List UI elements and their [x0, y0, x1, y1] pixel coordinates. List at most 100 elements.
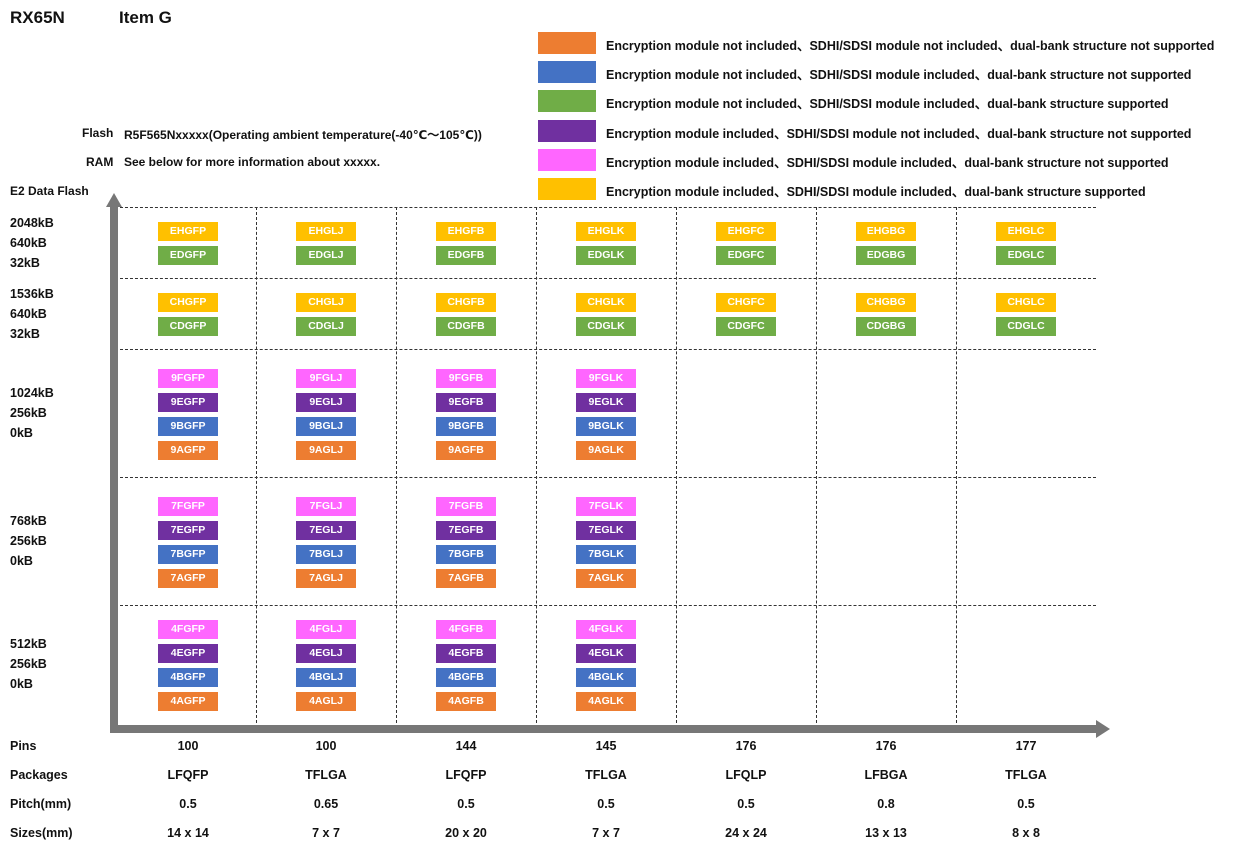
- part-chip: CDGFB: [436, 317, 496, 336]
- memory-label-group: 768kB 256kB 0kB: [10, 511, 47, 571]
- part-chip: 7FGFB: [436, 496, 496, 516]
- pitch-value: 0.8: [877, 797, 895, 811]
- part-chip: 9FGLK: [576, 368, 636, 388]
- x-axis-line: [110, 725, 1098, 733]
- pitch-value: 0.5: [179, 797, 197, 811]
- part-chip: CDGFP: [158, 317, 218, 336]
- legend-swatch: [538, 90, 596, 113]
- ram-text: See below for more information about xxx…: [124, 155, 381, 169]
- part-chip: 9EGFP: [158, 392, 218, 412]
- memory-value: 640kB: [10, 235, 47, 250]
- memory-value: 256kB: [10, 534, 47, 548]
- memory-label-group: 1536kB 640kB 32kB: [10, 284, 54, 344]
- part-chip: 7AGLJ: [296, 568, 356, 588]
- part-chip: 9EGLK: [576, 392, 636, 412]
- part-chip: 4BGFB: [436, 667, 496, 687]
- part-chip: 4AGFP: [158, 691, 218, 711]
- part-chip: EHGFC: [716, 222, 776, 241]
- legend-text: Encryption module included、SDHI/SDSI mod…: [606, 126, 1192, 141]
- size-value: 7 x 7: [312, 826, 340, 840]
- item-title: Item G: [119, 8, 172, 27]
- package-value: TFLGA: [1005, 768, 1047, 782]
- sizes-label: Sizes(mm): [10, 826, 73, 840]
- memory-value: 640kB: [10, 306, 47, 321]
- part-chip: 7AGFP: [158, 568, 218, 588]
- memory-value: 1536kB: [10, 286, 54, 301]
- part-chip: CDGFC: [716, 317, 776, 336]
- part-chip: CHGBG: [856, 293, 916, 312]
- part-chip: 7BGFB: [436, 544, 496, 564]
- part-chip: 7AGFB: [436, 568, 496, 588]
- part-chip: EHGFP: [158, 222, 218, 241]
- part-chip: 9EGFB: [436, 392, 496, 412]
- legend-text: Encryption module not included、SDHI/SDSI…: [606, 97, 1169, 112]
- pins-value: 176: [735, 739, 757, 753]
- memory-label-group: 1024kB 256kB 0kB: [10, 383, 54, 443]
- grid-row-line: [120, 278, 1096, 279]
- memory-value: 256kB: [10, 406, 47, 420]
- part-chip: 7EGLK: [576, 520, 636, 540]
- pins-label: Pins: [10, 739, 37, 753]
- grid-col-line: [256, 207, 257, 723]
- device-title: RX65N: [10, 8, 65, 27]
- packages-label: Packages: [10, 768, 68, 782]
- part-chip: CHGFC: [716, 293, 776, 312]
- part-chip: EDGLK: [576, 246, 636, 265]
- part-chip: 4EGLJ: [296, 643, 356, 663]
- part-chip: 4EGLK: [576, 643, 636, 663]
- memory-value: 0kB: [10, 554, 33, 568]
- part-chip: 9BGLJ: [296, 416, 356, 436]
- part-chip: EDGBG: [856, 246, 916, 265]
- legend-swatch: [538, 61, 596, 84]
- part-chip: 9BGFP: [158, 416, 218, 436]
- pins-value: 100: [315, 739, 337, 753]
- part-chip: CHGFP: [158, 293, 218, 312]
- legend-text: Encryption module included、SDHI/SDSI mod…: [606, 185, 1146, 199]
- grid-row-line: [120, 207, 1096, 208]
- pins-value: 100: [177, 739, 199, 753]
- x-axis-arrow: [1096, 720, 1110, 738]
- memory-label-group: 2048kB 640kB 32kB: [10, 213, 54, 273]
- part-chip: 4AGLK: [576, 691, 636, 711]
- memory-value: 768kB: [10, 514, 47, 528]
- part-chip: EDGFP: [158, 246, 218, 265]
- part-chip: 9BGFB: [436, 416, 496, 436]
- part-chip: 9AGFP: [158, 440, 218, 460]
- size-value: 13 x 13: [865, 826, 907, 840]
- part-chip: EHGFB: [436, 222, 496, 241]
- memory-value: 2048kB: [10, 215, 54, 230]
- part-chip: CHGFB: [436, 293, 496, 312]
- legend-text: Encryption module included、SDHI/SDSI mod…: [606, 155, 1169, 170]
- part-chip: CDGLJ: [296, 317, 356, 336]
- size-value: 8 x 8: [1012, 826, 1040, 840]
- grid-row-line: [120, 349, 1096, 350]
- package-value: LFBGA: [864, 768, 908, 782]
- part-chip: 4FGLJ: [296, 619, 356, 639]
- part-chip: 7EGLJ: [296, 520, 356, 540]
- part-chip: 9AGLK: [576, 440, 636, 460]
- grid-col-line: [816, 207, 817, 723]
- pitch-value: 0.5: [457, 797, 475, 811]
- part-chip: 4BGLJ: [296, 667, 356, 687]
- memory-value: 512kB: [10, 637, 47, 651]
- legend-text: Encryption module not included、SDHI/SDSI…: [606, 68, 1192, 83]
- part-chip: 4AGLJ: [296, 691, 356, 711]
- part-chip: 7EGFB: [436, 520, 496, 540]
- part-chip: 4AGFB: [436, 691, 496, 711]
- grid-col-line: [676, 207, 677, 723]
- grid-col-line: [956, 207, 957, 723]
- part-chip: CDGLC: [996, 317, 1056, 336]
- part-chip: EDGFB: [436, 246, 496, 265]
- package-value: TFLGA: [305, 768, 347, 782]
- part-chip: 4EGFP: [158, 643, 218, 663]
- part-chip: 9AGLJ: [296, 440, 356, 460]
- ram-label: RAM: [86, 155, 114, 169]
- part-chip: 7BGLK: [576, 544, 636, 564]
- part-chip: 4FGFB: [436, 619, 496, 639]
- pitch-value: 0.5: [597, 797, 615, 811]
- part-chip: 4BGFP: [158, 667, 218, 687]
- package-value: LFQLP: [725, 768, 767, 782]
- part-chip: 9AGFB: [436, 440, 496, 460]
- part-chip: 9EGLJ: [296, 392, 356, 412]
